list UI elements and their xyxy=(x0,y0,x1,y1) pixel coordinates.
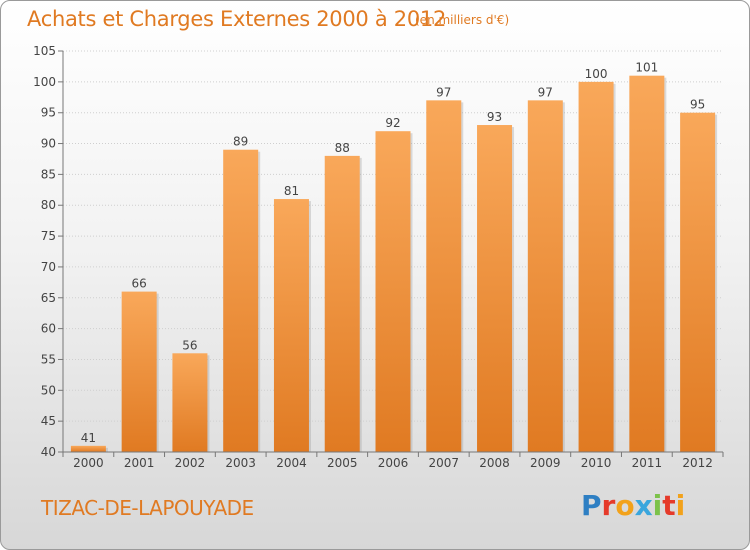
bar-value-label: 97 xyxy=(436,85,451,99)
bar xyxy=(578,81,614,452)
y-tick-label: 50 xyxy=(41,383,56,397)
y-tick-label: 90 xyxy=(41,137,56,151)
bar xyxy=(629,75,665,452)
chart-title: Achats et Charges Externes 2000 à 2012 xyxy=(27,7,447,31)
x-tick-label: 2002 xyxy=(175,456,206,470)
bar xyxy=(273,199,309,452)
bar xyxy=(172,353,208,452)
y-tick-label: 105 xyxy=(33,44,56,58)
bar-value-label: 95 xyxy=(690,98,705,112)
bar xyxy=(223,149,259,452)
bar-value-label: 101 xyxy=(635,61,658,75)
bar xyxy=(121,291,157,452)
bar xyxy=(375,131,411,452)
x-tick-label: 2008 xyxy=(479,456,510,470)
bar-value-label: 88 xyxy=(335,141,350,155)
logo-letter: o xyxy=(615,489,635,522)
bar-value-label: 100 xyxy=(585,67,608,81)
axis-layer: 40 45 50 55 60 65 70 75 80 85 90 95 100 105 41 2000 66 20… xyxy=(33,44,724,470)
y-tick-label: 100 xyxy=(33,75,56,89)
proxiti-logo: Proxiti xyxy=(581,489,685,522)
bar xyxy=(426,100,462,452)
bar xyxy=(477,125,513,453)
x-tick-label: 2011 xyxy=(632,456,663,470)
bar xyxy=(527,100,563,452)
logo-letter: i xyxy=(652,489,663,522)
bar-value-label: 81 xyxy=(284,184,299,198)
x-tick-label: 2003 xyxy=(225,456,256,470)
y-tick-label: 75 xyxy=(41,229,56,243)
bar-value-label: 66 xyxy=(132,277,147,291)
bar xyxy=(70,445,106,452)
logo-letter: P xyxy=(581,489,602,522)
y-tick-label: 55 xyxy=(41,352,56,366)
bar-value-label: 41 xyxy=(81,431,96,445)
y-tick-label: 65 xyxy=(41,291,56,305)
logo-letter: x xyxy=(634,489,653,522)
logo-letter: r xyxy=(601,489,616,522)
place-name: TIZAC-DE-LAPOUYADE xyxy=(41,496,254,520)
bar-value-label: 89 xyxy=(233,135,248,149)
y-tick-label: 70 xyxy=(41,260,56,274)
y-tick-label: 85 xyxy=(41,167,56,181)
bar-value-label: 92 xyxy=(385,116,400,130)
x-tick-label: 2001 xyxy=(124,456,155,470)
x-tick-label: 2012 xyxy=(682,456,713,470)
bar xyxy=(324,155,360,452)
bar-value-label: 56 xyxy=(182,338,197,352)
bar-value-label: 93 xyxy=(487,110,502,124)
bars-layer xyxy=(70,75,718,453)
x-tick-label: 2006 xyxy=(378,456,409,470)
y-tick-label: 60 xyxy=(41,322,56,336)
bar xyxy=(680,112,716,452)
x-tick-label: 2010 xyxy=(581,456,612,470)
y-tick-label: 95 xyxy=(41,106,56,120)
y-tick-label: 40 xyxy=(41,445,56,459)
bar-value-label: 97 xyxy=(538,85,553,99)
x-tick-label: 2007 xyxy=(428,456,459,470)
logo-letter: t xyxy=(662,489,676,522)
y-tick-label: 80 xyxy=(41,198,56,212)
logo-letter: i xyxy=(675,489,686,522)
x-tick-label: 2009 xyxy=(530,456,561,470)
chart-unit: (en milliers d'€) xyxy=(415,13,510,27)
x-tick-label: 2005 xyxy=(327,456,358,470)
y-tick-label: 45 xyxy=(41,414,56,428)
x-tick-label: 2004 xyxy=(276,456,307,470)
x-tick-label: 2000 xyxy=(73,456,104,470)
